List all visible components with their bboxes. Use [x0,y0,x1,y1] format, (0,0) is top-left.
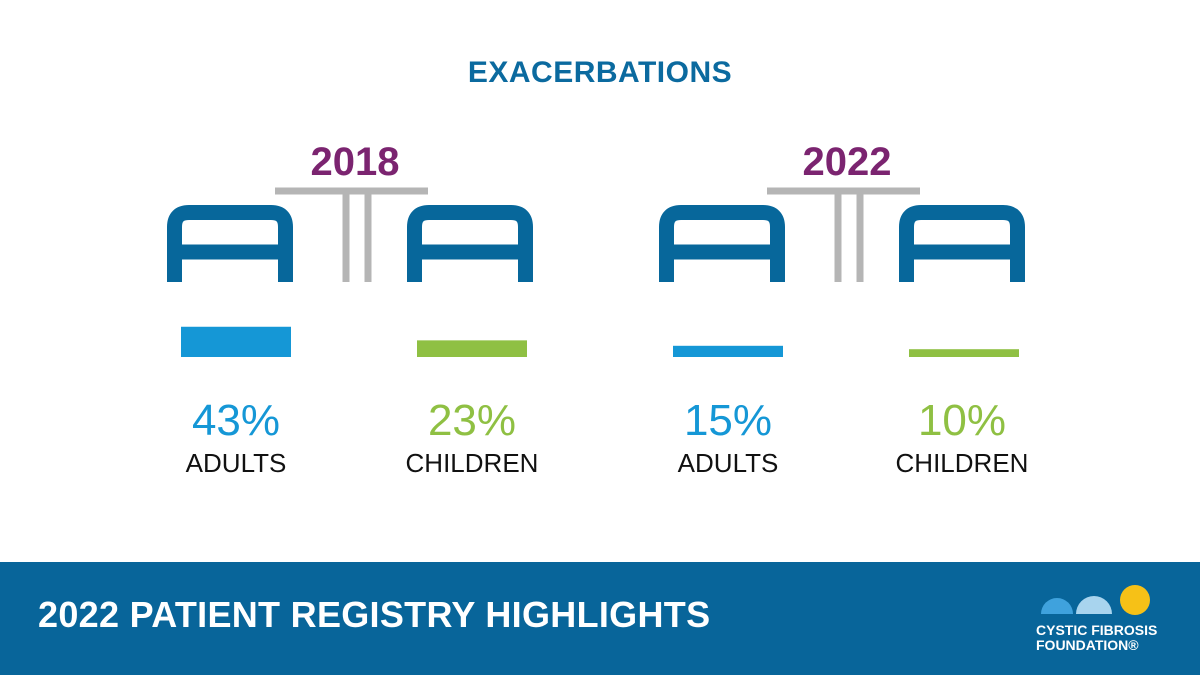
logo-line-2: FOUNDATION® [1036,637,1139,653]
cff-logo-icon [1041,585,1150,615]
logo-small-dome [1041,598,1073,614]
chair-left-2022-frame [659,205,785,282]
chart-title: EXACERBATIONS [467,56,733,89]
value-label-2022-children: 10% [917,396,1007,445]
chair-right-2018-frame [407,205,533,282]
bar-2022-children [909,349,1019,357]
footer-banner [0,562,1200,675]
logo-sun [1120,585,1150,615]
chair-left-2018-frame [167,205,293,282]
logo-line-1: CYSTIC FIBROSIS [1036,622,1158,638]
footer-title: 2022 PATIENT REGISTRY HIGHLIGHTS [38,594,711,635]
bar-2018-adults [181,326,291,357]
bar-2018-children [417,340,527,357]
year-label-2018: 2018 [310,140,400,184]
value-label-2018-adults: 43% [191,396,281,445]
chart-canvas [167,187,1025,357]
category-label-2018-children: CHILDREN [405,448,539,478]
logo-mid-dome [1076,596,1112,614]
chair-right-2022-frame [899,205,1025,282]
category-label-2018-adults: ADULTS [185,448,287,478]
value-label-2018-children: 23% [427,396,517,445]
bar-2022-adults [673,345,783,357]
value-label-2022-adults: 15% [683,396,773,445]
category-label-2022-children: CHILDREN [895,448,1029,478]
logo-text: CYSTIC FIBROSIS FOUNDATION® [1036,623,1196,653]
year-label-2022: 2022 [802,140,892,184]
category-label-2022-adults: ADULTS [677,448,779,478]
